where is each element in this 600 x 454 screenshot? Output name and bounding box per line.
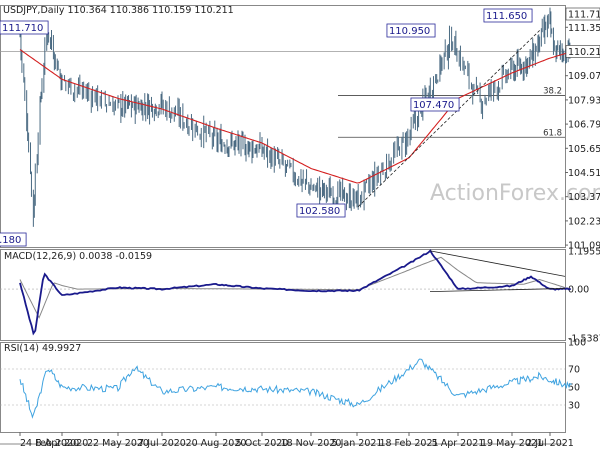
- main-chart-title: USDJPY,Daily 110.364 110.386 110.159 110…: [3, 5, 234, 16]
- date-tick-label: 5 Apr 2021: [432, 438, 485, 449]
- price-flag-111710: 111.710: [568, 10, 600, 21]
- date-tick-label: 2 Jul 2021: [526, 438, 574, 449]
- rsi-y-tick-label: 30: [568, 401, 580, 412]
- macd-panel-title: MACD(12,26,9) 0.0038 -0.0159: [4, 251, 152, 262]
- annotation-102580-box: [296, 203, 346, 218]
- date-tick-label: 18 Nov 2020: [281, 438, 342, 449]
- price-flag-last: 110.211: [568, 47, 600, 58]
- macd-panel-frame: [0, 249, 566, 341]
- date-tick-label: 7 Jul 2020: [138, 438, 186, 449]
- annotation-left-111710: 111.710: [2, 23, 43, 34]
- main-panel-frame: [0, 5, 566, 248]
- rsi-line: [19, 358, 572, 419]
- main-y-tick-label: 101.090: [568, 241, 600, 252]
- date-tick-label: 19 May 2021: [481, 438, 543, 449]
- macd-upper-trendline: [430, 250, 566, 277]
- annotation-left-111710-box: [0, 20, 49, 35]
- annotation-102580: 102.580: [299, 206, 340, 217]
- annotation-110950-box: [386, 23, 436, 38]
- main-y-tick-label: 109.070: [568, 71, 600, 82]
- fib-level-label: 61.8: [543, 128, 562, 138]
- main-y-tick-label: 111.350: [568, 23, 600, 34]
- price-flag-111710-box: [565, 7, 600, 21]
- main-y-tick-label: 106.790: [568, 120, 600, 131]
- rsi-panel-frame: [0, 342, 566, 433]
- annotation-107470: 107.470: [413, 100, 454, 111]
- ema-line: [19, 49, 571, 184]
- rsi-y-tick-label: 50: [568, 383, 580, 394]
- macd-y-tick-label: -1.5387: [568, 334, 600, 345]
- date-tick-label: 20 Aug 2020: [186, 438, 247, 449]
- watermark: ActionForex.com: [430, 181, 600, 206]
- date-tick-label: 18 Feb 2021: [379, 438, 438, 449]
- date-tick-label: 5 Oct 2020: [236, 438, 289, 449]
- date-tick-label: 22 May 2020: [87, 438, 149, 449]
- date-tick-label: 5 Jan 2021: [332, 438, 383, 449]
- main-y-tick-label: 104.510: [568, 168, 600, 179]
- trendline: [357, 30, 540, 207]
- main-y-tick-label: 103.370: [568, 192, 600, 203]
- annotation-left-101180-box: [0, 232, 27, 247]
- date-tick-label: 8 Apr 2020: [36, 438, 89, 449]
- fib-level-label: 38.2: [543, 86, 562, 96]
- main-y-tick-label: 107.930: [568, 95, 600, 106]
- date-tick-label: 24 Feb 2020: [20, 438, 79, 449]
- macd-line: [19, 249, 572, 336]
- rsi-y-tick-label: 70: [568, 365, 580, 376]
- annotation-left-101180: 101.180: [0, 235, 21, 246]
- annotation-111650-box: [483, 8, 533, 23]
- main-y-tick-label: 102.230: [568, 216, 600, 227]
- annotation-107470-box: [410, 97, 460, 112]
- rsi-panel-title: RSI(14) 49.9927: [4, 343, 81, 354]
- macd-y-tick-label: 0.00: [568, 285, 589, 296]
- main-y-tick-label: 105.650: [568, 144, 600, 155]
- annotation-110950: 110.950: [389, 26, 430, 37]
- rsi-y-tick-label: 100: [568, 338, 586, 349]
- macd-y-tick-label: 1.1955: [568, 247, 600, 258]
- annotation-111650: 111.650: [486, 11, 527, 22]
- price-flag-last-box: [565, 45, 600, 58]
- macd-lower-trendline: [429, 288, 566, 293]
